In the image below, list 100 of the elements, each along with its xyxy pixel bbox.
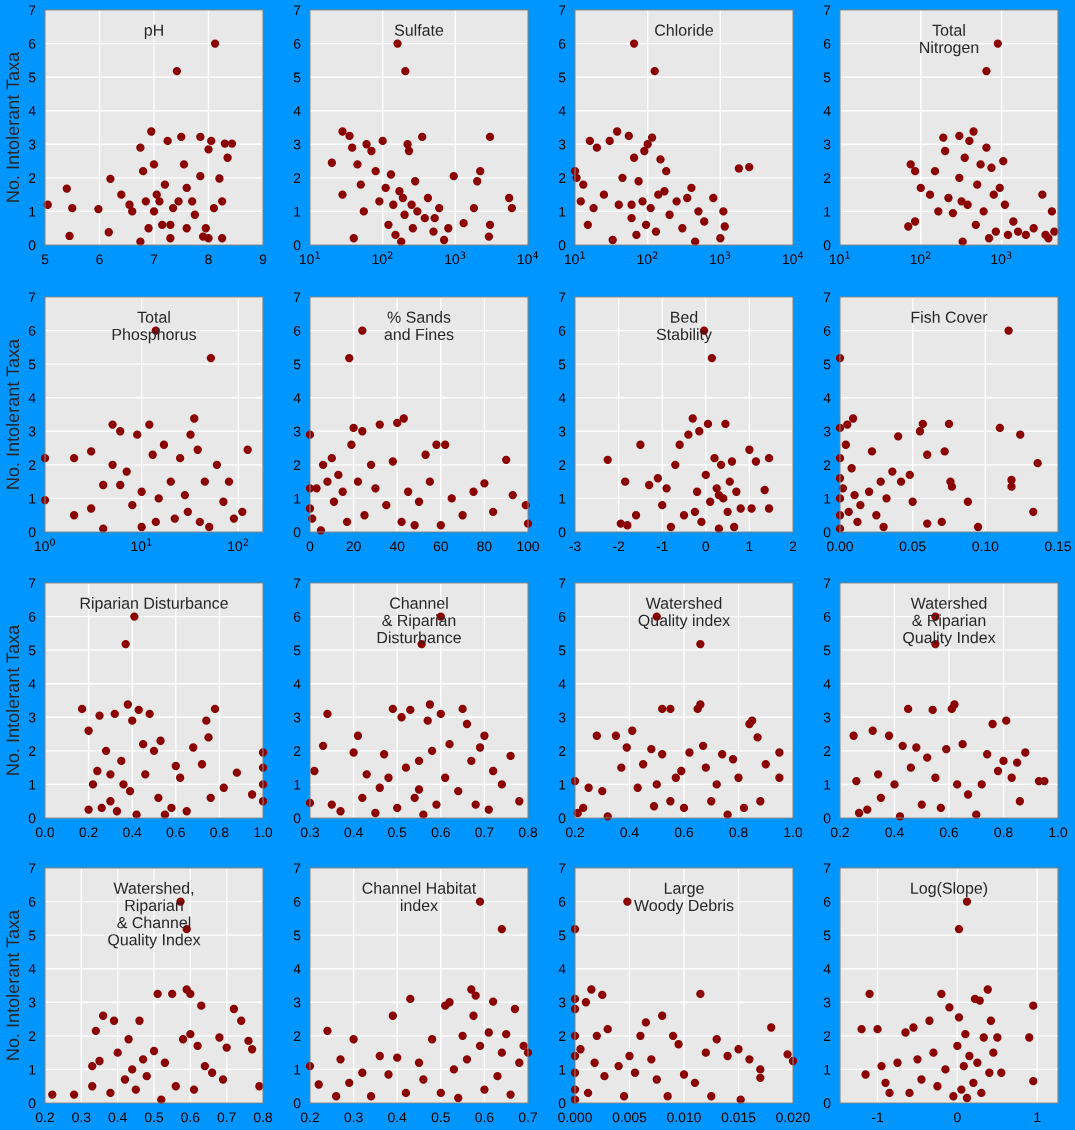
- point: [449, 1065, 459, 1074]
- point: [1002, 716, 1011, 725]
- y-tick-label: 6: [823, 325, 831, 336]
- x-tick-label: 0.15: [1045, 541, 1071, 552]
- y-tick-label: 4: [823, 393, 831, 403]
- point: [48, 1090, 57, 1099]
- point: [388, 704, 398, 714]
- y-tick-label: 3: [28, 426, 36, 437]
- point: [923, 450, 932, 459]
- y-tick-label: 1: [824, 779, 831, 790]
- point: [196, 172, 205, 181]
- y-tick-label: 6: [293, 611, 301, 622]
- point: [1025, 1033, 1034, 1042]
- point: [349, 748, 358, 757]
- x-tick-label: 10$^{1}$: [829, 251, 850, 265]
- y-tick-label: 2: [823, 173, 831, 183]
- y-tick-label: 7: [823, 863, 831, 874]
- y-tick-label: 4: [28, 964, 36, 974]
- x-tick-label: 0.3: [72, 1112, 91, 1123]
- y-tick-label: 5: [293, 930, 301, 941]
- y-axis-title: No. Intolerant Taxa: [5, 51, 20, 202]
- y-tick-label: 6: [293, 325, 301, 336]
- y-tick-label: 3: [823, 712, 831, 723]
- x-tick-label: 0.3: [344, 1112, 363, 1123]
- x-tick-label: 0.015: [721, 1112, 756, 1123]
- y-tick-label: 6: [558, 38, 566, 49]
- point: [638, 760, 648, 769]
- point: [436, 521, 445, 530]
- point: [349, 1035, 358, 1044]
- point: [872, 511, 881, 520]
- point: [864, 487, 874, 496]
- point: [506, 751, 515, 761]
- point: [658, 704, 667, 714]
- point: [584, 783, 593, 792]
- y-tick-label: 3: [823, 426, 831, 437]
- point: [189, 743, 198, 752]
- point: [204, 234, 213, 243]
- y-tick-label: 6: [28, 611, 36, 622]
- x-tick-label: 10$^{2}$: [228, 538, 249, 552]
- y-tick-label: 2: [28, 1031, 36, 1041]
- point: [349, 423, 358, 433]
- point: [423, 716, 432, 725]
- x-tick-label: 0.6: [166, 827, 185, 838]
- point: [475, 897, 485, 906]
- point: [171, 1082, 180, 1091]
- point: [247, 1045, 257, 1054]
- point: [666, 704, 675, 714]
- y-tick-label: 0: [558, 527, 566, 538]
- point: [462, 1055, 472, 1064]
- point: [734, 773, 743, 782]
- point: [671, 773, 680, 782]
- point: [128, 716, 137, 725]
- y-tick-label: 7: [823, 578, 831, 589]
- y-tick-label: 0: [293, 813, 301, 824]
- y-tick-label: 2: [293, 1031, 301, 1041]
- x-tick-label: 10$^{4}$: [782, 251, 804, 265]
- point: [88, 1061, 97, 1071]
- point: [723, 1051, 732, 1061]
- point: [896, 477, 906, 486]
- text: Riparian Disturbance: [80, 597, 228, 612]
- x-tick-label: 0.7: [217, 1112, 236, 1123]
- text: Watershed Quality index: [638, 597, 730, 630]
- point: [519, 1041, 528, 1051]
- y-tick-label: 1: [824, 1064, 831, 1075]
- point: [401, 763, 411, 772]
- y-tick-label: 5: [823, 359, 831, 370]
- point: [110, 709, 119, 719]
- y-tick-label: 2: [293, 460, 301, 470]
- point: [134, 705, 143, 715]
- point: [767, 1023, 776, 1032]
- point: [630, 1068, 640, 1077]
- point: [166, 220, 175, 230]
- y-tick-label: 3: [558, 139, 566, 150]
- y-tick-label: 2: [558, 460, 566, 470]
- point: [200, 1061, 210, 1071]
- point: [160, 180, 170, 189]
- x-tick-label: 1.0: [1049, 827, 1068, 838]
- y-tick-label: 3: [293, 139, 301, 150]
- x-tick-label: 0.5: [431, 1112, 450, 1123]
- point: [345, 353, 354, 363]
- point: [462, 719, 472, 729]
- y-tick-label: 0: [28, 813, 36, 824]
- y-tick-label: 5: [28, 72, 36, 83]
- point: [158, 220, 167, 230]
- text: Chloride: [655, 24, 714, 36]
- y-tick-label: 5: [558, 72, 566, 83]
- point: [445, 739, 454, 749]
- point: [104, 228, 113, 237]
- point: [727, 457, 737, 466]
- x-tick-label: 0.6: [939, 827, 959, 838]
- point: [141, 770, 150, 779]
- y-tick-label: 7: [293, 292, 301, 303]
- x-tick-label: 100: [517, 541, 540, 552]
- point: [163, 136, 172, 146]
- point: [857, 1024, 866, 1034]
- point: [222, 1043, 231, 1052]
- point: [997, 1068, 1006, 1077]
- point: [647, 1055, 656, 1064]
- point: [917, 800, 926, 809]
- point: [182, 224, 191, 233]
